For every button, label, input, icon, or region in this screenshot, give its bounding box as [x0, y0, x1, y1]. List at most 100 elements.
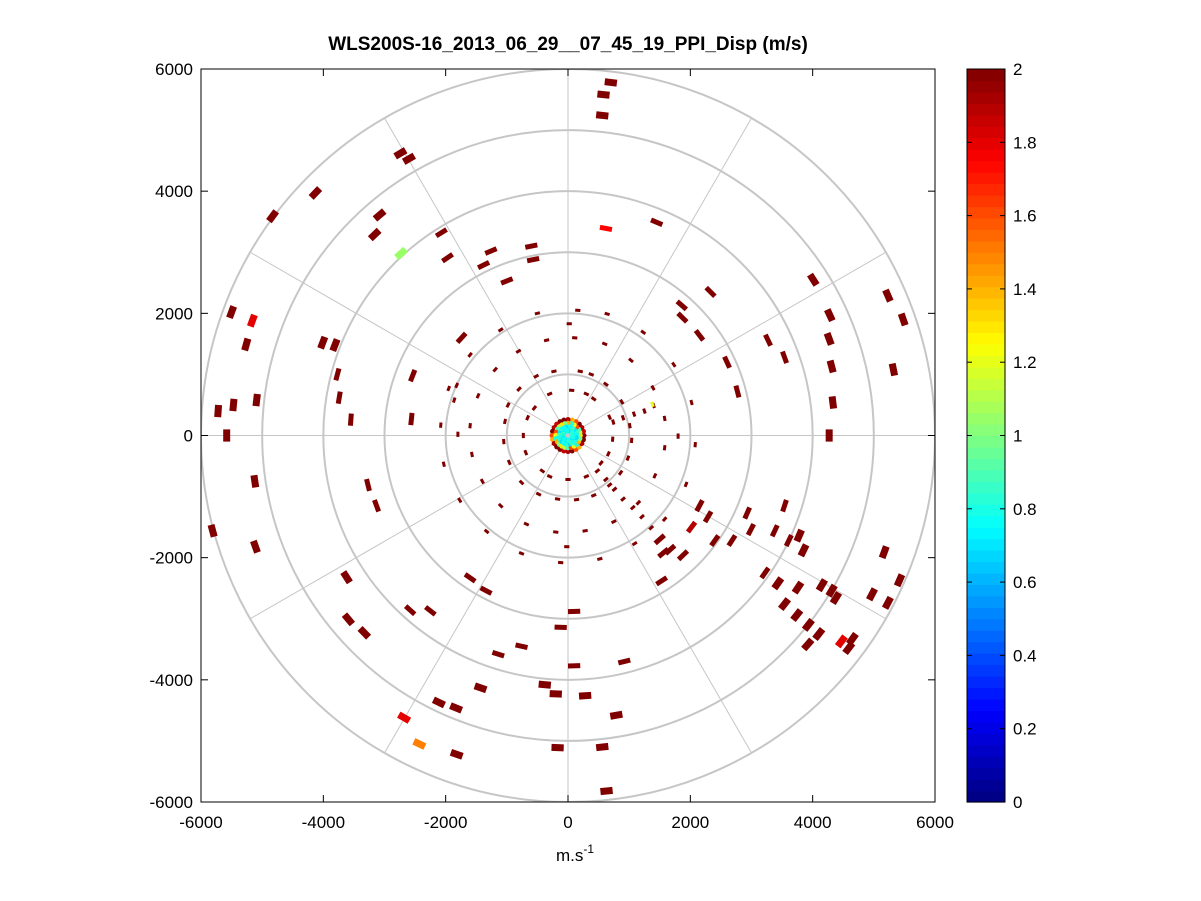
data-point-141	[535, 491, 542, 497]
data-point-45	[408, 412, 415, 426]
data-point-92	[745, 522, 756, 537]
data-point-152	[588, 372, 595, 377]
colorbar-step-62	[967, 80, 1005, 93]
colorbar-step-32	[967, 424, 1005, 437]
data-point-163	[552, 530, 559, 534]
data-point-80	[449, 749, 464, 760]
data-point-130	[611, 419, 616, 425]
colorbar-gradient	[967, 69, 1005, 803]
data-point-197	[546, 473, 553, 479]
data-point-114	[793, 528, 805, 543]
data-point-156	[492, 366, 499, 373]
y-tick-label-1: 4000	[155, 182, 193, 201]
data-point-200	[607, 414, 613, 421]
y-tick-label-6: -6000	[150, 793, 193, 812]
data-point-158	[468, 422, 472, 429]
data-point-192	[604, 311, 611, 317]
data-point-37	[246, 313, 258, 328]
colorbar-step-37	[967, 366, 1005, 379]
data-point-38	[241, 337, 252, 352]
data-point-124	[602, 476, 609, 483]
data-point-53	[214, 404, 223, 418]
colorbar-step-43	[967, 298, 1005, 311]
data-point-4	[401, 152, 417, 165]
data-point-176	[467, 351, 473, 358]
data-point-41	[333, 367, 342, 381]
colorbar-step-5	[967, 733, 1005, 746]
data-point-0	[604, 78, 618, 87]
data-point-63	[463, 572, 477, 584]
data-point-125	[594, 468, 601, 474]
data-point-79	[412, 738, 427, 750]
colorbar-tick-label-0: 0	[1013, 793, 1022, 812]
data-point-43	[347, 413, 354, 426]
data-point-118	[653, 533, 666, 546]
data-point-129	[620, 414, 626, 421]
data-point-50	[372, 499, 382, 513]
data-point-18	[650, 217, 664, 227]
data-point-167	[652, 472, 658, 479]
data-point-170	[650, 384, 656, 391]
data-point-189	[689, 399, 694, 406]
data-point-160	[479, 478, 485, 485]
data-point-22	[807, 272, 820, 287]
data-point-127	[642, 408, 647, 414]
data-point-143	[573, 497, 580, 502]
colorbar-step-55	[967, 160, 1005, 173]
data-point-199	[605, 450, 611, 457]
data-point-159	[469, 451, 474, 458]
data-point-185	[631, 540, 638, 547]
data-point-94	[783, 533, 794, 548]
x-tick-label-4: 2000	[671, 813, 709, 832]
data-point-112	[893, 573, 906, 588]
data-point-64	[479, 585, 493, 596]
x-tick-label-0: -6000	[179, 813, 222, 832]
x-tick-label-3: 0	[563, 813, 572, 832]
data-point-198	[583, 473, 590, 479]
data-point-186	[661, 516, 668, 523]
colorbar-step-25	[967, 504, 1005, 517]
colorbar-step-18	[967, 584, 1005, 597]
data-point-120	[639, 513, 645, 520]
data-point-203	[598, 460, 604, 466]
colorbar-tick-label-1: 0.2	[1013, 720, 1037, 739]
colorbar-tick-label-10: 2	[1013, 60, 1022, 79]
colorbar-step-42	[967, 309, 1005, 322]
data-point-39	[317, 335, 329, 350]
colorbar-step-8	[967, 698, 1005, 711]
data-point-52	[229, 398, 238, 412]
data-point-57	[207, 523, 218, 538]
data-point-51	[252, 393, 261, 407]
data-point-107	[829, 590, 843, 606]
data-point-2	[595, 111, 609, 120]
y-tick-label-4: -2000	[150, 549, 193, 568]
data-point-62	[357, 625, 372, 640]
data-point-1	[597, 90, 610, 99]
colorbar-step-23	[967, 527, 1005, 540]
colorbar-step-60	[967, 103, 1005, 116]
data-point-65	[491, 649, 505, 659]
data-point-171	[628, 357, 634, 364]
x-axis-label-base: m.s	[556, 846, 583, 865]
colorbar-step-52	[967, 194, 1005, 208]
data-point-55	[250, 474, 260, 488]
data-point-11	[441, 252, 454, 264]
colorbar-ticks: 0 0.2 0.4 0.6 0.8 1 1.2 1.4 1.6 1.8 2	[967, 60, 1037, 812]
data-point-77	[473, 682, 488, 694]
data-point-136	[505, 401, 511, 408]
center-bin-0-12	[549, 432, 555, 439]
colorbar-step-13	[967, 641, 1005, 654]
colorbar-tick-label-8: 1.6	[1013, 207, 1037, 226]
colorbar-step-29	[967, 458, 1005, 471]
data-point-151	[602, 381, 609, 387]
data-point-15	[526, 255, 540, 264]
colorbar-step-0	[967, 790, 1005, 803]
data-point-88	[655, 575, 669, 587]
data-point-181	[483, 528, 490, 535]
data-point-117	[663, 543, 677, 556]
colorbar-step-45	[967, 275, 1005, 288]
data-point-85	[702, 510, 714, 524]
data-point-131	[650, 401, 655, 408]
data-point-14	[524, 242, 538, 250]
